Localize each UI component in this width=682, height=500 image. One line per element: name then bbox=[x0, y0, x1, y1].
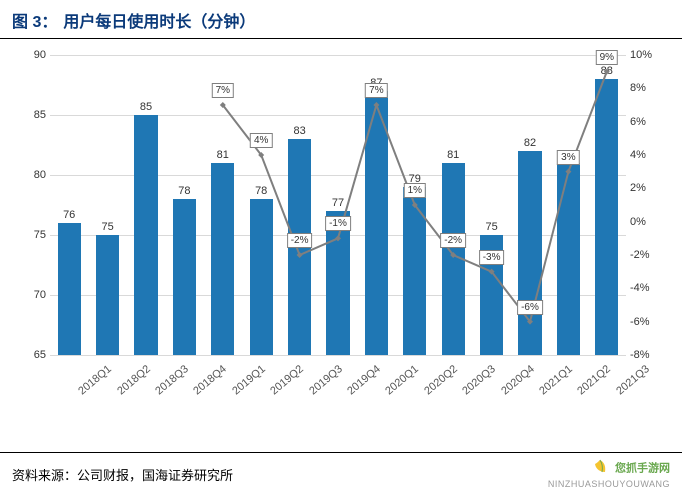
y-left-tick: 80 bbox=[20, 169, 46, 181]
footer-bar: 资料来源：公司财报，国海证券研究所 您抓手游网 NINZHUASHOUYOUWA… bbox=[0, 452, 682, 500]
x-tick-label: 2019Q3 bbox=[307, 363, 345, 397]
pct-label: -1% bbox=[325, 216, 351, 231]
pct-label: -6% bbox=[517, 300, 543, 315]
y-left-tick: 85 bbox=[20, 109, 46, 121]
pct-label: -2% bbox=[440, 233, 466, 248]
y-right-tick: 8% bbox=[630, 82, 662, 94]
gridline bbox=[50, 355, 626, 356]
y-right-tick: 2% bbox=[630, 182, 662, 194]
source-label: 资料来源：公司财报，国海证券研究所 bbox=[12, 465, 233, 484]
watermark: 您抓手游网 NINZHUASHOUYOUWANG bbox=[548, 459, 670, 490]
x-tick-label: 2018Q3 bbox=[153, 363, 191, 397]
y-right-tick: -4% bbox=[630, 282, 662, 294]
x-tick-label: 2018Q1 bbox=[76, 363, 114, 397]
figure-container: 图 3： 用户每日使用时长（分钟） 65 70 75 80 85 90 -8% -6% -4% -… bbox=[0, 0, 682, 500]
x-tick-label: 2018Q2 bbox=[115, 363, 153, 397]
watermark-pinyin: NINZHUASHOUYOUWANG bbox=[548, 479, 670, 489]
x-tick-label: 2019Q2 bbox=[268, 363, 306, 397]
x-tick-label: 2020Q2 bbox=[422, 363, 460, 397]
y-right-tick: 4% bbox=[630, 149, 662, 161]
y-left-tick: 75 bbox=[20, 229, 46, 241]
title-bar: 图 3： 用户每日使用时长（分钟） bbox=[0, 0, 682, 39]
pct-label: 9% bbox=[596, 50, 618, 65]
x-tick-label: 2021Q2 bbox=[576, 363, 614, 397]
x-tick-label: 2020Q3 bbox=[460, 363, 498, 397]
y-right-tick: -6% bbox=[630, 316, 662, 328]
pct-label: 7% bbox=[212, 83, 234, 98]
y-right-tick: 6% bbox=[630, 116, 662, 128]
y-right-tick: 0% bbox=[630, 216, 662, 228]
pct-label: 3% bbox=[557, 150, 579, 165]
line-marker bbox=[565, 169, 571, 175]
plot-region: 657075808590-8%-6%-4%-2%0%2%4%6%8%10%762… bbox=[50, 55, 626, 355]
y-left-tick: 90 bbox=[20, 49, 46, 61]
x-tick-label: 2020Q4 bbox=[499, 363, 537, 397]
x-tick-label: 2018Q4 bbox=[192, 363, 230, 397]
title-text: 用户每日使用时长（分钟） bbox=[63, 8, 255, 32]
pct-label: -3% bbox=[479, 250, 505, 265]
chart-area: 657075808590-8%-6%-4%-2%0%2%4%6%8%10%762… bbox=[20, 55, 662, 415]
y-right-tick: -8% bbox=[630, 349, 662, 361]
pct-label: 4% bbox=[250, 133, 272, 148]
x-tick-label: 2020Q1 bbox=[384, 363, 422, 397]
line-marker bbox=[373, 102, 379, 108]
y-right-tick: -2% bbox=[630, 249, 662, 261]
x-tick-label: 2019Q4 bbox=[345, 363, 383, 397]
pct-label: 7% bbox=[365, 83, 387, 98]
x-tick-label: 2021Q3 bbox=[614, 363, 652, 397]
leaf-icon bbox=[592, 459, 608, 478]
pct-label: 1% bbox=[404, 183, 426, 198]
x-tick-label: 2021Q1 bbox=[537, 363, 575, 397]
line-marker bbox=[297, 252, 303, 258]
line-marker bbox=[335, 235, 341, 241]
title-prefix: 图 3： bbox=[12, 8, 57, 32]
x-tick-label: 2019Q1 bbox=[230, 363, 268, 397]
pct-label: -2% bbox=[287, 233, 313, 248]
y-left-tick: 70 bbox=[20, 289, 46, 301]
watermark-name: 您抓手游网 bbox=[615, 462, 670, 474]
line-marker bbox=[604, 69, 610, 75]
y-left-tick: 65 bbox=[20, 349, 46, 361]
y-right-tick: 10% bbox=[630, 49, 662, 61]
